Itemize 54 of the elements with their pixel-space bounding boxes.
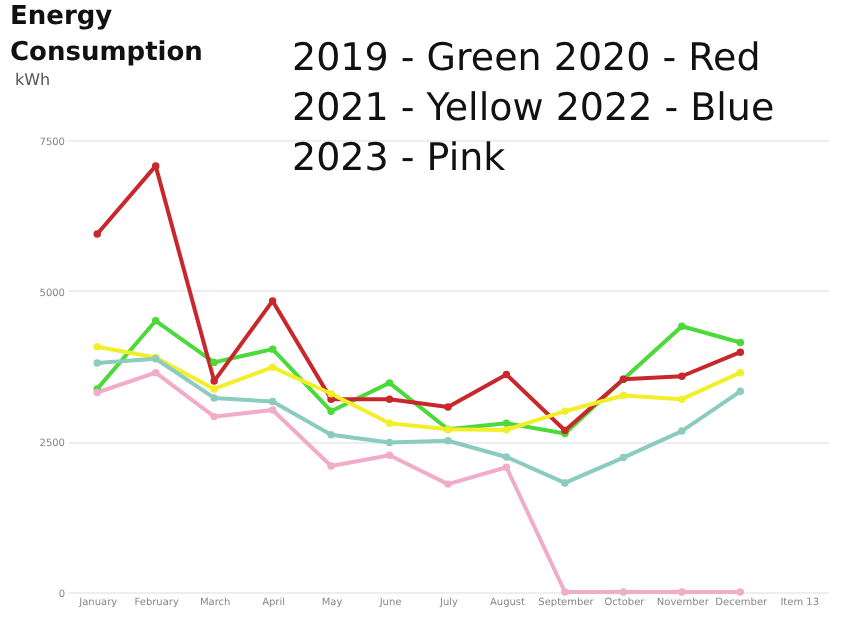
point bbox=[210, 412, 218, 421]
point bbox=[561, 407, 569, 415]
point bbox=[678, 588, 686, 596]
point bbox=[444, 437, 452, 445]
point bbox=[93, 230, 101, 238]
text: 2019 - Green 2020 - Red bbox=[292, 36, 761, 80]
point bbox=[268, 297, 277, 305]
point bbox=[736, 348, 745, 356]
point bbox=[502, 370, 511, 379]
point bbox=[619, 588, 628, 596]
point bbox=[678, 395, 686, 403]
point bbox=[327, 389, 335, 398]
point bbox=[502, 426, 511, 434]
point bbox=[151, 368, 160, 377]
point bbox=[210, 394, 218, 402]
point bbox=[210, 385, 218, 393]
point bbox=[736, 338, 745, 347]
annotation: 2023 - Pink bbox=[292, 136, 506, 180]
point bbox=[268, 363, 277, 371]
point bbox=[385, 419, 394, 427]
point bbox=[93, 342, 101, 351]
point bbox=[93, 359, 101, 367]
point bbox=[385, 438, 394, 447]
point bbox=[502, 463, 511, 471]
point bbox=[502, 453, 511, 461]
point bbox=[210, 358, 218, 367]
y-axis-title: kWh bbox=[15, 71, 51, 89]
point bbox=[385, 395, 394, 403]
point bbox=[385, 379, 394, 387]
point bbox=[385, 451, 394, 459]
point bbox=[268, 406, 277, 414]
point bbox=[736, 387, 745, 396]
point bbox=[210, 377, 218, 385]
point bbox=[444, 403, 452, 411]
point bbox=[151, 162, 160, 170]
point bbox=[327, 462, 335, 470]
point bbox=[736, 588, 745, 596]
point bbox=[268, 397, 277, 406]
point bbox=[444, 480, 452, 488]
point bbox=[327, 430, 335, 439]
point bbox=[502, 419, 511, 427]
point bbox=[327, 407, 335, 415]
point bbox=[561, 588, 569, 596]
point bbox=[736, 368, 745, 377]
point bbox=[268, 345, 277, 353]
point bbox=[151, 317, 160, 325]
point bbox=[678, 322, 686, 330]
chart-title: Energy Consumption bbox=[10, 2, 203, 68]
point bbox=[619, 453, 628, 462]
point bbox=[619, 391, 628, 400]
text: 2021 - Yellow 2022 - Blue bbox=[292, 86, 775, 130]
point bbox=[561, 479, 569, 487]
point bbox=[678, 427, 686, 435]
point bbox=[678, 372, 686, 380]
